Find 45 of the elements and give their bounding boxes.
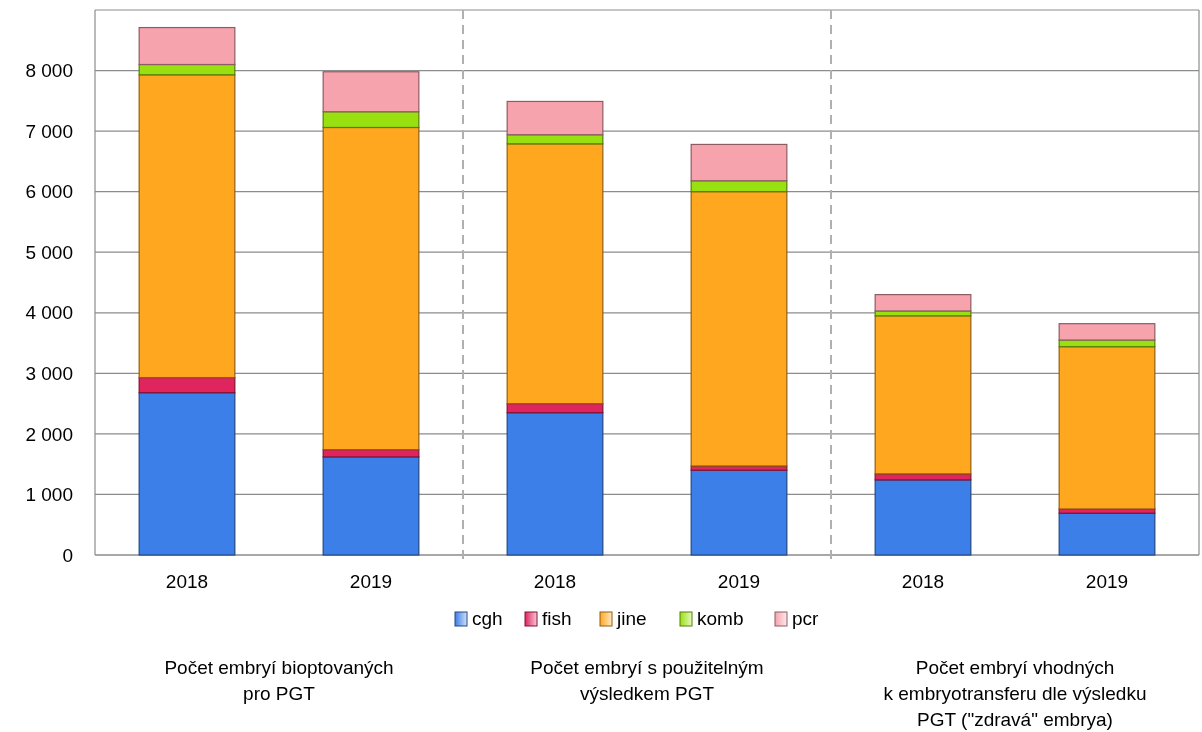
- x-tick-label: 2019: [717, 571, 761, 592]
- bar: [874, 479, 972, 556]
- text: Počet embryí bioptovaných pro PGT: [164, 657, 394, 704]
- text: Počet embryí s použitelným výsledkem PGT: [530, 657, 764, 704]
- bar: [322, 111, 420, 129]
- x-tick-label: 2018: [165, 571, 209, 592]
- bar: [506, 143, 604, 405]
- y-tick-label: 4 000: [25, 302, 73, 324]
- legend-label: cgh: [472, 608, 503, 629]
- y-tick-label: 3 000: [25, 362, 73, 384]
- bar: [138, 376, 236, 394]
- bar: [690, 469, 788, 556]
- y-tick-label: 0: [62, 544, 73, 566]
- bar: [506, 412, 604, 556]
- bar: [138, 26, 236, 66]
- x-tick-label: 2018: [533, 571, 577, 592]
- text: Počet embryí vhodných k embryotransferu dle výsledku PGT ("zdravá" embrya): [883, 657, 1147, 730]
- y-tick-label: 7 000: [25, 120, 73, 142]
- y-tick-label: 2 000: [25, 423, 73, 445]
- bar: [874, 315, 972, 475]
- bar: [322, 456, 420, 556]
- bar: [138, 74, 236, 379]
- legend-label: pcr: [792, 608, 820, 629]
- y-tick-label: 8 000: [25, 60, 73, 82]
- bar: [322, 71, 420, 113]
- y-tick-label: 6 000: [25, 181, 73, 203]
- legend-label: jine: [616, 608, 647, 629]
- legend-label: fish: [542, 608, 572, 629]
- bar: [690, 191, 788, 467]
- bar: [1058, 346, 1156, 510]
- x-tick-label: 2019: [1085, 571, 1129, 592]
- x-tick-label: 2019: [349, 571, 393, 592]
- bar: [322, 126, 420, 451]
- legend-label: komb: [697, 608, 744, 629]
- bar: [1058, 512, 1156, 556]
- y-tick-label: 5 000: [25, 241, 73, 263]
- bar: [138, 392, 236, 556]
- bar: [690, 143, 788, 182]
- x-tick-label: 2018: [901, 571, 945, 592]
- bar: [874, 294, 972, 312]
- bar: [1058, 323, 1156, 341]
- y-tick-label: 1 000: [25, 484, 73, 506]
- bar: [506, 100, 604, 136]
- bar: [690, 180, 788, 193]
- bar: [322, 449, 420, 458]
